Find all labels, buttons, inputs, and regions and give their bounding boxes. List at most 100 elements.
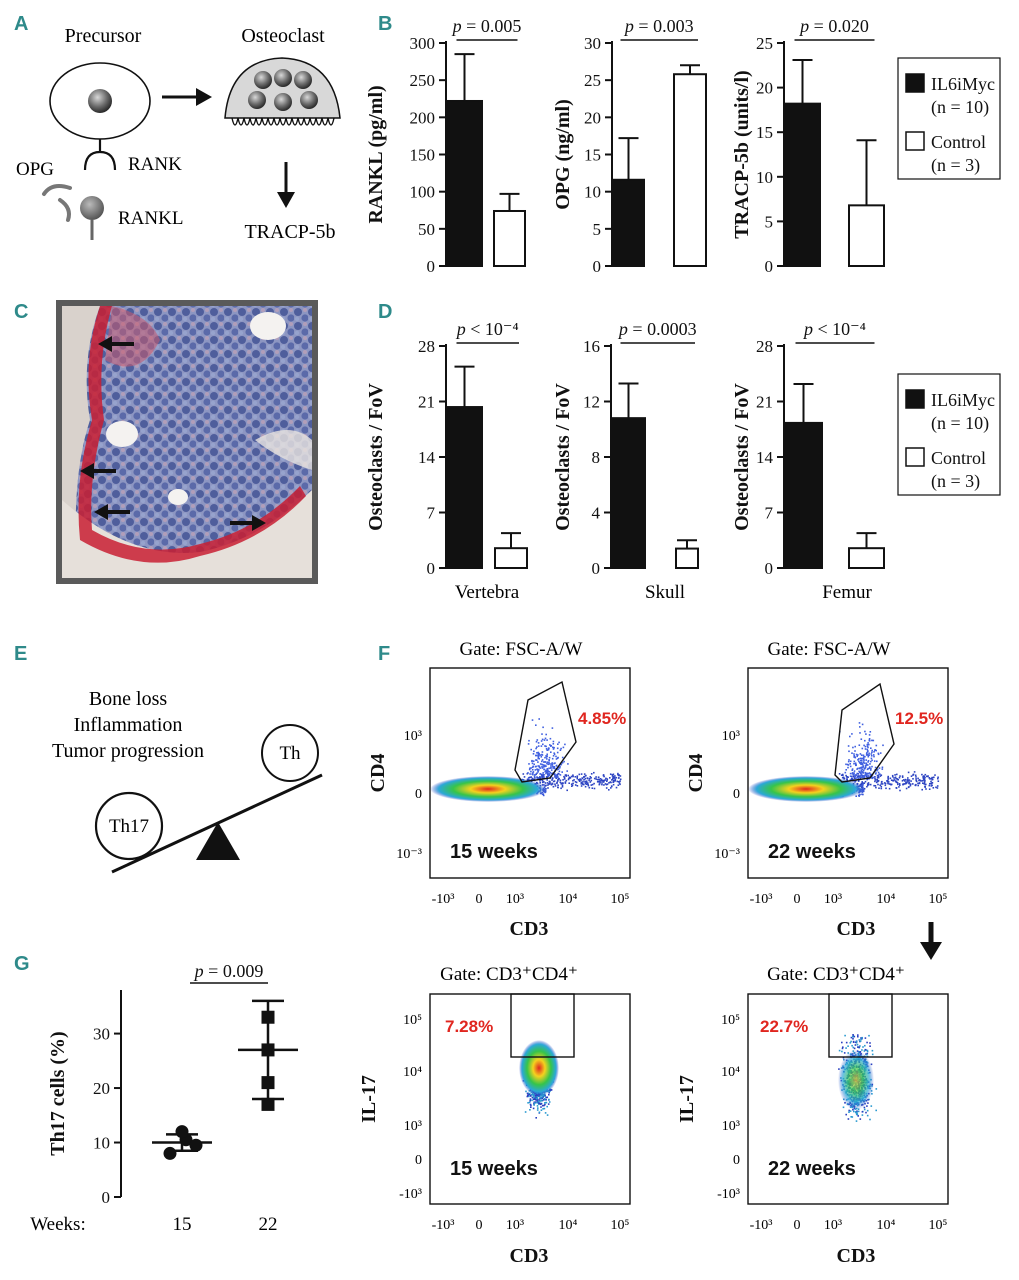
y-tick-label: 25 <box>756 34 773 53</box>
rankl-label: RANKL <box>118 208 183 229</box>
xtick: 10⁴ <box>877 1218 896 1233</box>
x-axis-label: Femur <box>822 582 872 603</box>
facs-plot-top-15wk: Gate: FSC-A/W 4.85% 15 weeks 10³ 0 10⁻³ … <box>367 639 631 940</box>
bar-control <box>494 547 528 570</box>
legend-swatch-control <box>905 447 925 467</box>
bar-control <box>673 73 707 267</box>
facs-gate-label: Gate: CD3⁺CD4⁺ <box>440 964 578 985</box>
facs-gate-label: Gate: FSC-A/W <box>768 639 891 660</box>
precursor-label: Precursor <box>65 25 142 47</box>
legend-n-control: (n = 3) <box>931 471 980 492</box>
panel-label-d: D <box>378 301 392 323</box>
xtick: 10³ <box>506 892 524 907</box>
legend-n-il6imyc: (n = 10) <box>931 413 989 434</box>
facs-xlabel: CD3 <box>510 918 549 940</box>
xtick: 0 <box>476 892 483 907</box>
ytick: 10⁵ <box>403 1013 422 1028</box>
bar-control <box>675 547 699 570</box>
ytick: 10⁴ <box>721 1065 740 1080</box>
panel-label-f: F <box>378 643 390 665</box>
y-tick-label: 10 <box>584 183 601 202</box>
xtick: 0 <box>794 1218 801 1233</box>
panel-e-seesaw: Bone loss Inflammation Tumor progression… <box>52 688 323 874</box>
osteoclast-label: Osteoclast <box>241 25 325 47</box>
chart-b-rankl: 0 50 100 150 200 250 300 p = 0.005 RANKL (pg/ml) <box>365 16 526 276</box>
data-point-15wk <box>163 1146 177 1160</box>
y-tick-label: 0 <box>765 257 774 276</box>
y-tick-label: 20 <box>93 1079 110 1098</box>
y-tick-label: 0 <box>427 559 436 578</box>
panel-label-b: B <box>378 13 392 35</box>
panel-label-g: G <box>14 953 30 975</box>
legend-d: IL6iMyc (n = 10) Control (n = 3) <box>897 373 1001 496</box>
legend-label-il6imyc: IL6iMyc <box>931 390 995 410</box>
x-axis-label: Weeks: <box>30 1214 85 1235</box>
facs-gate-polygon <box>834 682 895 783</box>
y-tick-label: 20 <box>756 79 773 98</box>
y-tick-label: 14 <box>418 448 436 467</box>
ytick: 10⁴ <box>403 1065 422 1080</box>
data-point-15wk <box>189 1138 203 1152</box>
legend-n-il6imyc: (n = 10) <box>931 97 989 118</box>
arrow-right-icon <box>196 88 212 106</box>
bar-il6imyc <box>784 102 821 267</box>
ytick: 10³ <box>722 729 740 744</box>
th-ball-label: Th <box>279 743 301 764</box>
ytick: 0 <box>733 1153 740 1168</box>
xtick: 10⁵ <box>929 892 948 907</box>
bar-control <box>848 547 885 570</box>
data-point-15wk <box>175 1125 189 1139</box>
rankl-ligand-icon <box>80 196 104 220</box>
ytick: 0 <box>415 787 422 802</box>
y-tick-label: 10 <box>93 1134 110 1153</box>
y-tick-label: 150 <box>410 146 436 165</box>
y-tick-label: 0 <box>102 1188 111 1207</box>
data-point-22wk <box>261 1043 275 1057</box>
osteoclast-arrow-4-icon <box>230 515 266 531</box>
y-tick-label: 8 <box>592 448 601 467</box>
y-tick-label: 15 <box>756 123 773 142</box>
y-tick-label: 28 <box>756 337 773 356</box>
xtick: 10⁵ <box>929 1218 948 1233</box>
facs-plot-top-22wk: Gate: FSC-A/W 12.5% 22 weeks 10³ 0 10⁻³ … <box>685 639 949 940</box>
legend-n-control: (n = 3) <box>931 155 980 176</box>
y-tick-label: 100 <box>410 183 436 202</box>
legend-label-control: Control <box>931 132 986 152</box>
ytick: 0 <box>733 787 740 802</box>
density-core <box>519 1040 559 1096</box>
panel-a-schematic: Precursor Osteoclast RANK OPG RANKL TRAC… <box>16 25 341 243</box>
facs-xlabel: CD3 <box>837 918 876 940</box>
xtick: 0 <box>476 1218 483 1233</box>
y-tick-label: 0 <box>592 559 601 578</box>
xtick: -10³ <box>432 892 455 907</box>
facs-percent: 12.5% <box>895 709 943 728</box>
y-axis-label: Osteoclasts / FoV <box>552 383 574 531</box>
facs-percent: 7.28% <box>445 1017 493 1036</box>
y-tick-label: 7 <box>427 504 436 523</box>
chart-d-femur: 0 7 14 21 28 p < 10⁻⁴ Osteoclasts / FoV Femur <box>731 319 885 603</box>
arrow-down-icon <box>277 192 295 208</box>
y-tick-label: 5 <box>765 212 774 231</box>
chart-d-skull: 0 4 8 12 16 p = 0.0003 Osteoclasts / FoV Skull <box>552 319 699 603</box>
y-tick-label: 200 <box>410 108 436 127</box>
p-value-label: p < 10⁻⁴ <box>802 319 866 339</box>
xtick: -10³ <box>750 892 773 907</box>
y-tick-label: 0 <box>427 257 436 276</box>
ytick: 10³ <box>404 1119 422 1134</box>
facs-frame <box>747 667 949 879</box>
xtick: -10³ <box>432 1218 455 1233</box>
density-core <box>838 1050 874 1110</box>
chart-d-vertebra: 0 7 14 21 28 p < 10⁻⁴ Osteoclasts / FoV Vertebr… <box>365 319 528 603</box>
xtick: 10³ <box>824 1218 842 1233</box>
facs-plot-bottom-15wk: Gate: CD3⁺CD4⁺ 7.28% 15 weeks 10⁵ 10⁴ 10… <box>358 964 631 1267</box>
facs-weeks: 15 weeks <box>450 841 538 863</box>
bar-il6imyc <box>611 417 646 569</box>
facs-weeks: 15 weeks <box>450 1158 538 1180</box>
xtick: 10⁵ <box>611 1218 630 1233</box>
facs-percent: 4.85% <box>578 709 626 728</box>
seesaw-fulcrum-icon <box>196 822 240 860</box>
rank-label: RANK <box>128 154 182 175</box>
x-axis-label: Vertebra <box>455 582 520 603</box>
facs-gate-label: Gate: FSC-A/W <box>460 639 583 660</box>
